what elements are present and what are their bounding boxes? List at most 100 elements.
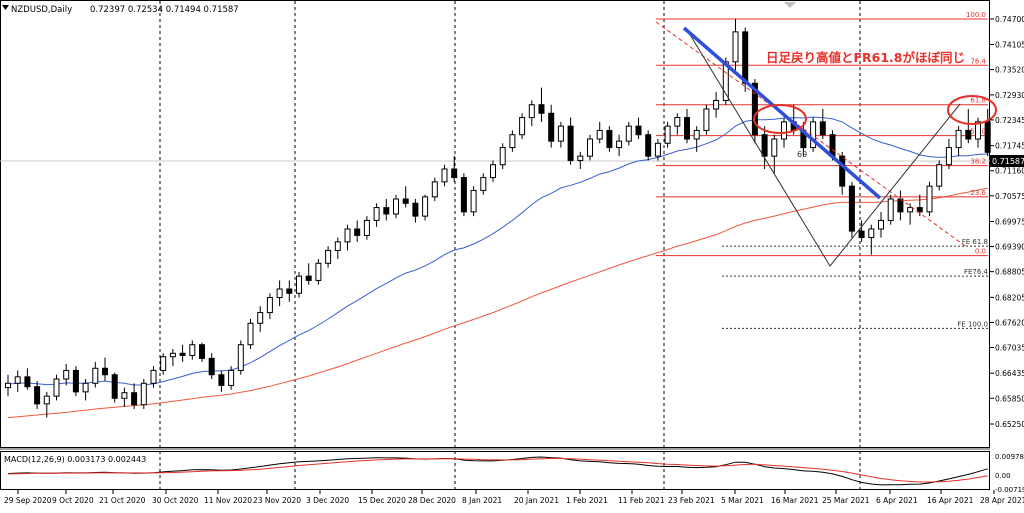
candle-body	[247, 322, 254, 346]
small-label: 69	[797, 150, 807, 159]
candle-body	[868, 228, 875, 239]
ma-fast-line	[7, 116, 988, 386]
time-label: 5 Mar 2021	[721, 496, 764, 505]
macd-tick-label: -0.007192	[995, 486, 1024, 494]
candle-body	[276, 288, 283, 299]
candle-body	[538, 104, 545, 114]
candle-body	[781, 121, 787, 140]
fe-level-label: FE 100.0	[957, 320, 988, 328]
candle-body	[955, 129, 962, 149]
symbol-info: NZDUSD,Daily	[11, 5, 72, 15]
candle-body	[858, 230, 865, 239]
candle-body	[412, 202, 419, 217]
candle-body	[72, 369, 79, 393]
price-label: 0.68805	[995, 268, 1024, 277]
current-price-label: 0.71587	[992, 157, 1024, 166]
candle-body	[897, 198, 904, 213]
candle-body	[480, 177, 487, 191]
price-label: 0.65250	[995, 420, 1024, 429]
candle-body	[363, 219, 370, 236]
price-label: 0.74700	[995, 15, 1024, 24]
candle-body	[596, 129, 603, 140]
candle-body	[490, 164, 496, 179]
candle-body	[751, 82, 758, 136]
macd-tick-label: 0.00	[995, 472, 1011, 480]
candle-body	[916, 207, 923, 213]
price-label: 0.72345	[995, 116, 1024, 125]
candle-body	[616, 140, 623, 149]
candle-body	[945, 147, 952, 166]
time-label: 8 Jan 2021	[462, 496, 502, 505]
scroll-marker-icon[interactable]	[784, 2, 796, 8]
candle-body	[228, 369, 235, 386]
candle-body	[325, 249, 332, 264]
candle-body	[43, 395, 50, 405]
macd-title: MACD(12,26,9) 0.003173 0.002443	[4, 455, 146, 464]
price-label: 0.69975	[995, 218, 1024, 227]
candle-body	[208, 357, 215, 376]
candle-body	[150, 369, 157, 384]
time-label: 16 Mar 2021	[771, 496, 819, 505]
fe-level-label: FE76.4	[964, 268, 989, 276]
fib-diagonal	[655, 21, 969, 249]
time-label: 1 Feb 2021	[566, 496, 608, 505]
candle-body	[354, 228, 361, 236]
fibonacci-retracement: 100.076.461.850.038.223.60.0	[656, 11, 988, 257]
candle-body	[422, 196, 429, 217]
candle-body	[373, 207, 380, 221]
price-label: 0.67620	[995, 318, 1024, 327]
candle-body	[654, 142, 661, 157]
candle-body	[528, 104, 535, 119]
candle-body	[557, 125, 564, 142]
candle-body	[441, 168, 448, 183]
price-label: 0.67035	[995, 344, 1024, 353]
price-label: 0.68205	[995, 293, 1024, 302]
candle-body	[393, 198, 399, 215]
time-axis: 29 Sep 2020 9 Oct 2020 21 Oct 2020 30 Oct 2…	[4, 490, 1024, 505]
fibonacci-expansion: FE 61.8 FE76.4 FE 100.0	[722, 238, 989, 329]
time-label: 11 Nov 2020	[204, 496, 252, 505]
price-label: 0.71745	[995, 142, 1024, 151]
candle-body	[848, 185, 855, 232]
trend-line	[682, 26, 882, 200]
candle-body	[965, 129, 972, 140]
menu-triangle-icon[interactable]	[2, 5, 9, 10]
macd-signal-line	[7, 458, 988, 483]
candle-body	[810, 121, 817, 149]
time-label: 6 Apr 2021	[876, 496, 918, 505]
candle-body	[625, 125, 632, 142]
highlight-circle-left	[753, 104, 807, 134]
candle-body	[140, 382, 147, 406]
candle-body	[402, 198, 409, 204]
candle-body	[975, 121, 981, 140]
candle-body	[383, 207, 390, 215]
time-label: 30 Oct 2020	[152, 496, 199, 505]
fib-level-label: 23.6	[970, 189, 986, 197]
price-label: 0.65850	[995, 394, 1024, 403]
macd-axis: 0.009783 0.00 -0.007192	[995, 453, 1024, 494]
candle-body	[344, 228, 351, 243]
candle-body	[102, 367, 108, 376]
candle-body	[519, 117, 526, 136]
candle-body	[121, 392, 128, 399]
candle-body	[218, 374, 225, 386]
macd-tick-label: 0.009783	[995, 453, 1024, 461]
candle-body	[742, 31, 749, 84]
candle-body	[24, 376, 31, 388]
time-label: 20 Jan 2021	[514, 496, 559, 505]
candle-body	[5, 382, 11, 389]
macd-panel-frame	[0, 451, 990, 490]
candle-body	[829, 134, 836, 157]
candle-body	[703, 108, 710, 131]
price-label: 0.70575	[995, 192, 1024, 201]
candle-body	[548, 112, 555, 142]
candle-body	[509, 134, 516, 149]
candle-body	[587, 138, 593, 157]
candle-body	[674, 117, 681, 127]
candle-body	[460, 177, 467, 213]
candle-body	[451, 168, 458, 179]
expansion-path	[685, 27, 961, 267]
price-axis: 0.74700 0.74105 0.73520 0.72930 0.72345 0.717…	[990, 15, 1024, 429]
